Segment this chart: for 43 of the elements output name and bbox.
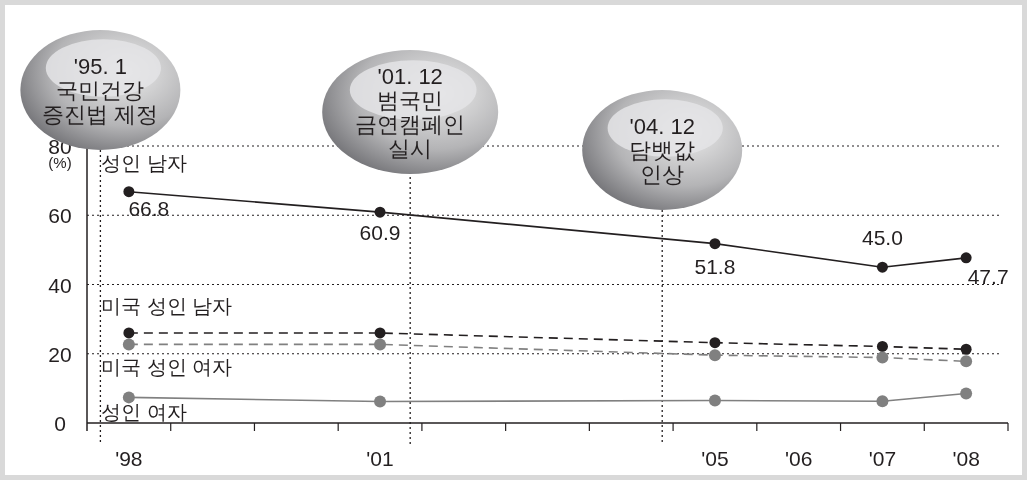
point	[876, 351, 889, 364]
point	[123, 186, 135, 198]
data-label: 60.9	[359, 221, 401, 245]
point	[876, 340, 888, 352]
data-label: 47.7	[967, 264, 1009, 288]
point	[876, 395, 889, 408]
series-label: 미국 성인 남자	[101, 294, 233, 317]
series-label: 미국 성인 여자	[101, 356, 233, 379]
x-tick-label: '06	[784, 447, 813, 470]
data-label: 51.8	[694, 254, 736, 278]
x-tick-label: '05	[701, 447, 729, 470]
y-tick-label: 60	[48, 204, 72, 228]
y-axis-title: (%)	[48, 154, 72, 171]
x-tick-label: '08	[952, 447, 980, 470]
point	[123, 327, 135, 339]
series-label: 성인 남자	[101, 151, 187, 174]
ref-line-label: '95. 1 국민건강 증진법 제정	[42, 54, 159, 127]
point	[708, 349, 721, 362]
y-tick-label: 40	[48, 273, 72, 297]
point	[709, 337, 721, 349]
data-label: 45.0	[861, 226, 903, 250]
x-tick-label: '07	[868, 447, 897, 470]
series-label: 성인 여자	[101, 401, 187, 424]
point	[122, 391, 135, 404]
point	[960, 355, 973, 368]
point	[374, 395, 387, 408]
y-tick-label: 20	[48, 342, 72, 366]
point	[374, 206, 386, 218]
y-tick-label: 0	[54, 412, 66, 435]
x-tick-label: '01	[366, 447, 394, 470]
point	[708, 394, 721, 407]
point	[709, 238, 721, 250]
point	[960, 343, 972, 355]
data-label: 66.8	[128, 196, 170, 220]
ref-line-label: '04. 12 담뱃값 인상	[629, 114, 696, 187]
point	[960, 252, 972, 264]
point	[374, 338, 387, 351]
ref-line-label: '01. 12 범국민 금연캠페인 실시	[355, 64, 466, 161]
point	[122, 338, 135, 351]
point	[374, 327, 386, 339]
point	[960, 387, 973, 400]
point	[876, 261, 888, 273]
x-tick-label: '98	[115, 447, 143, 470]
